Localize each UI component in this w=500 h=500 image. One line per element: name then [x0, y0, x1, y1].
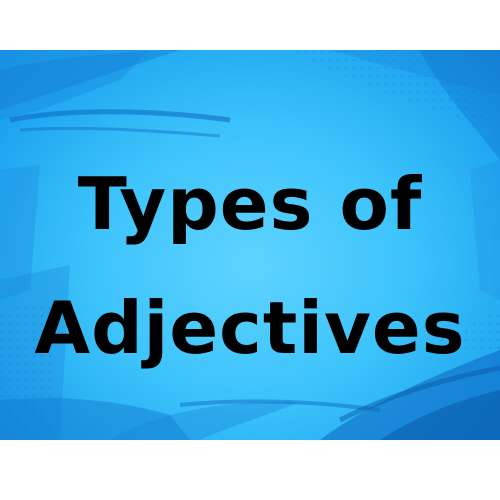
title-banner: Types of Adjectives — [0, 50, 500, 440]
brush-stroke-decoration — [0, 50, 500, 440]
title-line-1: Types of — [77, 162, 423, 246]
title-line-2: Adjectives — [34, 286, 466, 370]
page-title: Types of Adjectives — [0, 142, 500, 390]
